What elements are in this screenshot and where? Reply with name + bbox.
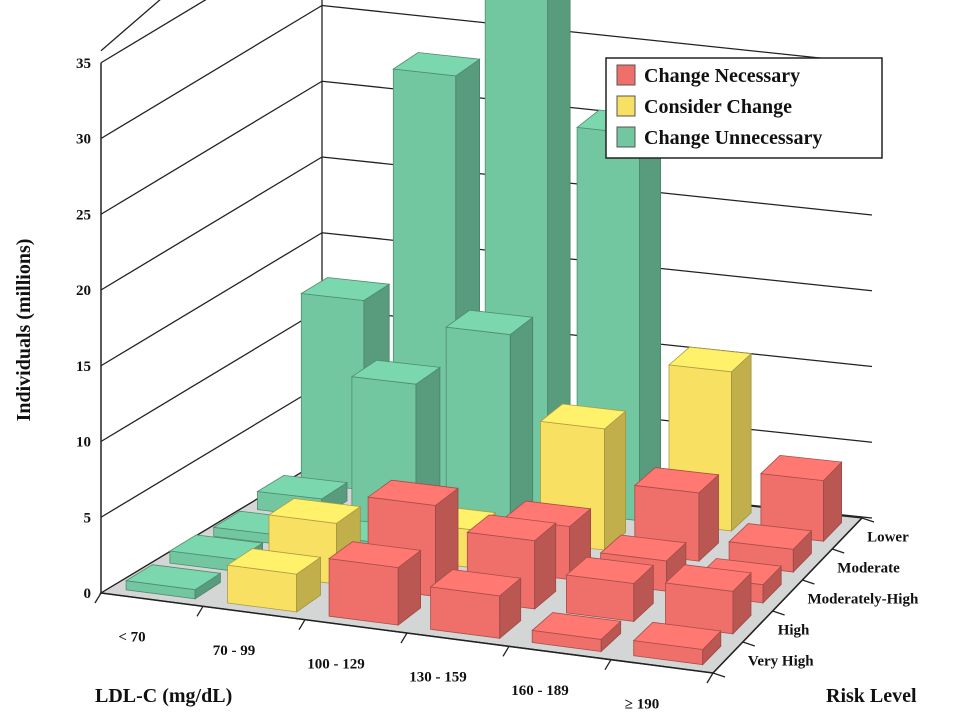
risk-tick-label-lower: Lower: [867, 530, 909, 546]
legend-label-change-unnecessary: Change Unnecessary: [644, 127, 822, 149]
risk-tick-label-moderately-high: Moderately-High: [808, 592, 919, 608]
y-tick-label: 20: [76, 283, 91, 299]
risk-axis-line: [712, 517, 863, 674]
x-tick-mark: [196, 605, 204, 617]
x-tick-label-160-189: 160 - 189: [511, 683, 569, 699]
x-tick-label-190: ≥ 190: [625, 696, 659, 712]
bar-190-lower: [760, 454, 843, 543]
risk-tick-mark: [712, 672, 726, 678]
legend-swatch-change-necessary: [616, 64, 636, 86]
bar-190-high: [664, 564, 752, 635]
chart-bars: [124, 0, 843, 666]
y-tick-label: 30: [76, 132, 91, 148]
gridline-left-2: [100, 307, 323, 443]
legend-label-consider-change: Consider Change: [644, 96, 792, 118]
gridline-left-6: [100, 4, 323, 140]
legend: Change Necessary Consider Change Change …: [605, 57, 883, 159]
risk-tick-mark: [742, 641, 756, 647]
x-tick-mark: [502, 645, 510, 657]
risk-axis-title: Risk Level: [826, 685, 917, 707]
x-tick-label-70-99: 70 - 99: [213, 643, 256, 659]
x-tick-label-70: < 70: [118, 630, 145, 646]
bar-160-189-very-high: [531, 612, 622, 653]
bar-70-99-very-high: [226, 548, 322, 613]
bar-100-129-moderate: [445, 309, 534, 540]
risk-tick-mark: [831, 548, 845, 554]
x-tick-mark: [94, 592, 102, 604]
bar-190-very-high: [632, 621, 722, 666]
gridline-left-5: [100, 80, 323, 215]
left-wall-top: [100, 0, 161, 52]
legend-box: [605, 57, 883, 159]
risk-tick-mark: [861, 517, 875, 523]
y-tick-label: 25: [76, 207, 91, 223]
y-axis-title: Individuals (millions): [13, 239, 35, 422]
bar-160-189-high: [565, 556, 655, 623]
y-tick-label: 5: [84, 510, 92, 526]
risk-tick-mark: [772, 610, 785, 616]
chart-ticks: 0 5 10 15 20 25 30 35 < 70 70 - 99 100 - 129 130 - …: [76, 56, 919, 712]
y-tick-label: 15: [76, 359, 91, 375]
legend-swatch-consider-change: [616, 95, 636, 117]
x-axis-title: LDL-C (mg/dL): [95, 685, 232, 707]
gridline-left-3: [100, 232, 323, 367]
y-tick-label: 35: [76, 56, 91, 72]
gridline-left-7: [100, 0, 207, 64]
legend-swatch-change-unnecessary: [616, 126, 636, 148]
x-tick-label-100-129: 100 - 129: [307, 656, 365, 672]
y-tick-label: 0: [84, 586, 92, 602]
x-tick-mark: [604, 659, 612, 671]
y-tick-label: 10: [76, 435, 91, 451]
gridline-back-6: [321, 4, 873, 65]
risk-tick-label-moderate: Moderate: [837, 561, 900, 577]
bar-130-159-very-high: [429, 569, 522, 640]
legend-label-change-necessary: Change Necessary: [644, 65, 800, 87]
bar-70-very-high: [124, 564, 222, 600]
risk-tick-mark: [802, 579, 815, 585]
x-tick-mark: [400, 632, 408, 644]
risk-tick-label-very-high: Very High: [748, 654, 814, 670]
gridline-left-1: [100, 383, 323, 518]
bar-100-129-very-high: [328, 541, 422, 626]
x-tick-mark: [706, 672, 714, 684]
x-tick-mark: [298, 619, 306, 631]
gridline-left-4: [100, 156, 323, 291]
x-tick-label-130-159: 130 - 159: [409, 670, 467, 686]
risk-tick-label-high: High: [778, 623, 810, 639]
